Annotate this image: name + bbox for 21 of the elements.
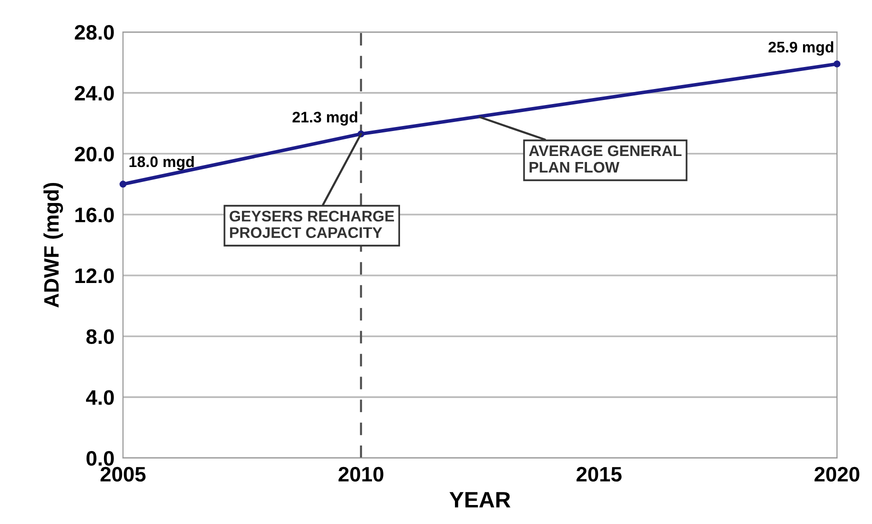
y-tick-label: 4.0	[86, 390, 114, 405]
data-label: 21.3 mgd	[292, 111, 358, 126]
y-tick-label: 12.0	[75, 268, 114, 284]
x-tick-label: 2020	[814, 466, 860, 482]
point	[120, 180, 126, 188]
y-tick-label: 28.0	[74, 25, 114, 40]
y-tick-label: 8.0	[86, 329, 114, 344]
y-tick-label: 24.0	[74, 86, 114, 101]
data-label: 25.9 mgd	[768, 41, 834, 56]
y-axis-title: ADWF (mgd)	[44, 182, 64, 308]
annotation: GEYSERS RECHARGE PROJECT CAPACITY	[230, 210, 394, 238]
y-tick-label: 16.0	[75, 208, 114, 222]
x-tick-label: 2005	[100, 466, 146, 482]
x-tick-label: 2015	[576, 466, 622, 482]
y-tick-label: 20.0	[74, 146, 114, 162]
point	[834, 60, 840, 68]
x-tick-label: 2010	[338, 466, 384, 482]
annotation: AVERAGE GENERAL PLAN FLOW	[528, 145, 682, 173]
y-tick-label: 0.0	[86, 451, 114, 466]
data-label: 18.0 mgd	[130, 156, 194, 170]
x-axis-title: YEAR	[450, 492, 510, 508]
